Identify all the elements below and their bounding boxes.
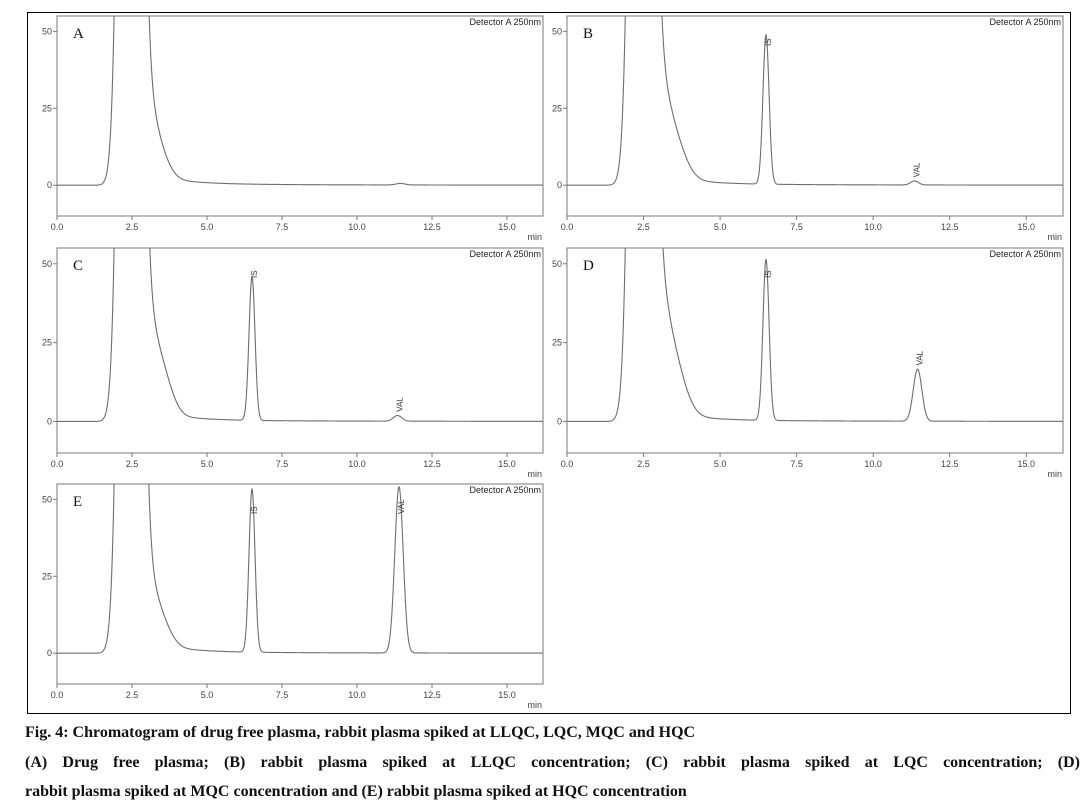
chromatogram-trace — [57, 248, 543, 423]
detector-label: Detector A 250nm — [469, 249, 541, 259]
y-tick-label: 25 — [42, 571, 52, 581]
plot-area — [566, 15, 1064, 217]
x-tick-label: 7.5 — [276, 690, 289, 700]
x-tick-label: 10.0 — [348, 690, 366, 700]
figure-caption-line-2: rabbit plasma spiked at MQC concentratio… — [25, 783, 687, 800]
x-axis-unit-label: min — [527, 469, 542, 479]
y-tick-label: 0 — [47, 648, 52, 658]
x-tick-label: 2.5 — [637, 459, 650, 469]
y-tick-label: 50 — [42, 494, 52, 504]
peak-label: IS — [764, 38, 773, 46]
peak-label: VAL — [397, 499, 406, 514]
y-tick-label: 0 — [557, 416, 562, 426]
peak-label: VAL — [916, 350, 925, 365]
chromatogram-trace — [57, 484, 543, 654]
x-tick-label: 2.5 — [637, 222, 650, 232]
x-tick-label: 0.0 — [51, 459, 64, 469]
x-tick-label: 15.0 — [498, 222, 516, 232]
x-tick-label: 10.0 — [864, 222, 882, 232]
panel-letter: D — [583, 258, 594, 274]
peak-label: IS — [250, 270, 259, 278]
panel-d: 0 25 50 0.0 2.5 5.0 7.5 10.0 12.5 15.0 min Detector… — [552, 247, 1064, 479]
y-tick-label: 50 — [552, 26, 562, 36]
x-tick-label: 7.5 — [276, 222, 289, 232]
x-axis-unit-label: min — [1047, 232, 1062, 242]
peak-label: VAL — [913, 162, 922, 177]
x-tick-label: 10.0 — [864, 459, 882, 469]
x-tick-label: 0.0 — [51, 690, 64, 700]
detector-label: Detector A 250nm — [989, 17, 1061, 27]
x-tick-label: 10.0 — [348, 459, 366, 469]
x-tick-label: 15.0 — [498, 459, 516, 469]
panel-letter: B — [583, 26, 593, 42]
x-axis-unit-label: min — [527, 232, 542, 242]
x-tick-label: 2.5 — [126, 222, 139, 232]
x-tick-label: 15.0 — [1017, 222, 1035, 232]
x-tick-label: 5.0 — [201, 222, 214, 232]
chromatogram-trace — [567, 16, 1063, 186]
x-tick-label: 0.0 — [51, 222, 64, 232]
x-tick-label: 10.0 — [348, 222, 366, 232]
chromatogram-trace — [57, 16, 543, 186]
x-tick-label: 12.5 — [423, 459, 441, 469]
x-tick-label: 5.0 — [714, 222, 727, 232]
y-tick-label: 50 — [42, 259, 52, 269]
panel-a: 0 25 50 0.0 2.5 5.0 7.5 10.0 12.5 15.0 min Detector… — [42, 15, 544, 242]
x-axis-unit-label: min — [527, 700, 542, 710]
x-tick-label: 5.0 — [201, 690, 214, 700]
x-tick-label: 12.5 — [423, 222, 441, 232]
x-tick-label: 15.0 — [1017, 459, 1035, 469]
x-tick-label: 12.5 — [423, 690, 441, 700]
y-tick-label: 25 — [552, 103, 562, 113]
panel-letter: A — [73, 26, 84, 42]
detector-label: Detector A 250nm — [989, 249, 1061, 259]
panel-e: 0 25 50 0.0 2.5 5.0 7.5 10.0 12.5 15.0 min Detector… — [42, 483, 544, 710]
panel-b: 0 25 50 0.0 2.5 5.0 7.5 10.0 12.5 15.0 min Detector… — [552, 15, 1064, 242]
plot-area — [56, 15, 544, 217]
y-tick-label: 0 — [557, 180, 562, 190]
y-tick-label: 50 — [552, 259, 562, 269]
panel-letter: E — [73, 494, 82, 510]
y-tick-label: 25 — [42, 103, 52, 113]
plot-area — [566, 247, 1064, 454]
x-tick-label: 2.5 — [126, 459, 139, 469]
x-tick-label: 2.5 — [126, 690, 139, 700]
figure-caption-line-1: (A) Drug free plasma; (B) rabbit plasma … — [25, 754, 1080, 771]
x-tick-label: 7.5 — [790, 459, 803, 469]
x-tick-label: 0.0 — [561, 459, 574, 469]
y-tick-label: 0 — [47, 180, 52, 190]
x-axis-unit-label: min — [1047, 469, 1062, 479]
chromatogram-panels: 0 25 50 0.0 2.5 5.0 7.5 10.0 12.5 15.0 min Detector… — [42, 15, 1064, 710]
x-tick-label: 0.0 — [561, 222, 574, 232]
y-tick-label: 0 — [47, 416, 52, 426]
chromatogram-trace — [567, 248, 1063, 423]
panel-letter: C — [73, 258, 83, 274]
plot-area — [56, 247, 544, 454]
peak-label: VAL — [396, 397, 405, 412]
x-tick-label: 5.0 — [201, 459, 214, 469]
x-tick-label: 5.0 — [714, 459, 727, 469]
detector-label: Detector A 250nm — [469, 17, 541, 27]
figure-caption-title: Fig. 4: Chromatogram of drug free plasma… — [25, 724, 696, 741]
x-tick-label: 7.5 — [276, 459, 289, 469]
plot-area — [56, 483, 544, 685]
x-tick-label: 12.5 — [941, 459, 959, 469]
x-tick-label: 15.0 — [498, 690, 516, 700]
detector-label: Detector A 250nm — [469, 485, 541, 495]
y-tick-label: 25 — [42, 338, 52, 348]
y-tick-label: 50 — [42, 26, 52, 36]
x-tick-label: 12.5 — [941, 222, 959, 232]
x-tick-label: 7.5 — [790, 222, 803, 232]
peak-label: IS — [250, 506, 259, 514]
y-tick-label: 25 — [552, 338, 562, 348]
peak-label: IS — [764, 270, 773, 278]
figure-frame — [27, 12, 1071, 714]
panel-c: 0 25 50 0.0 2.5 5.0 7.5 10.0 12.5 15.0 min Detector… — [42, 247, 544, 479]
